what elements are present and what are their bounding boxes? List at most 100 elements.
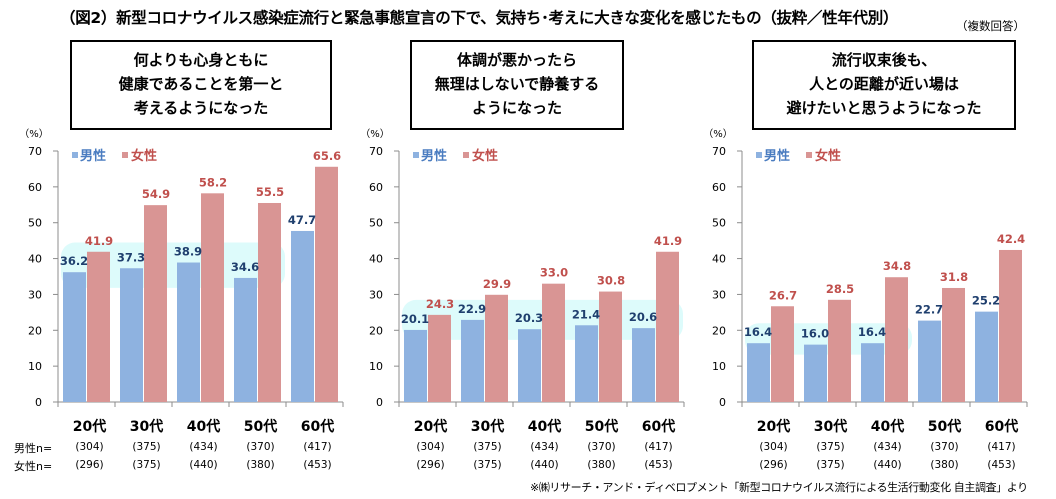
bar-male bbox=[918, 320, 941, 402]
bar-male bbox=[404, 329, 427, 402]
n-male-value: (304) bbox=[416, 441, 444, 453]
data-label-male: 16.0 bbox=[801, 327, 829, 341]
y-tick-label: 70 bbox=[369, 145, 383, 158]
n-male-value: (434) bbox=[530, 441, 558, 453]
data-label-male: 36.2 bbox=[60, 254, 88, 268]
legend-female-swatch bbox=[122, 152, 128, 158]
n-male-value: (375) bbox=[132, 441, 160, 453]
figure-title: （図2）新型コロナウイルス感染症流行と緊急事態宣言の下で、気持ち･考えに大きな変… bbox=[60, 9, 899, 27]
data-label-male: 34.6 bbox=[231, 260, 259, 274]
bar-male bbox=[975, 311, 998, 402]
y-axis-unit: （%） bbox=[19, 128, 49, 140]
n-male-value: (375) bbox=[816, 441, 844, 453]
legend-female-label: 女性 bbox=[815, 148, 841, 164]
data-label-female: 30.8 bbox=[597, 274, 625, 288]
n-female-value: (453) bbox=[644, 459, 672, 471]
data-label-female: 26.7 bbox=[769, 288, 797, 302]
question-line: 人との距離が近い場は bbox=[809, 75, 959, 93]
bar-female bbox=[87, 251, 110, 402]
bar-male bbox=[120, 268, 143, 402]
bar-male bbox=[804, 344, 827, 402]
female-n-label: 女性n= bbox=[14, 460, 53, 473]
y-tick-label: 30 bbox=[712, 288, 726, 301]
data-label-male: 16.4 bbox=[744, 325, 772, 339]
data-label-female: 34.8 bbox=[883, 259, 911, 273]
data-label-female: 33.0 bbox=[540, 266, 568, 280]
x-category-label: 50代 bbox=[244, 418, 277, 435]
y-tick-label: 20 bbox=[712, 324, 726, 337]
n-female-value: (453) bbox=[987, 459, 1015, 471]
legend-female-label: 女性 bbox=[472, 148, 498, 164]
bar-male bbox=[518, 329, 541, 402]
bar-female bbox=[771, 306, 794, 402]
y-tick-label: 50 bbox=[712, 217, 726, 230]
n-male-value: (304) bbox=[759, 441, 787, 453]
x-category-label: 40代 bbox=[187, 418, 220, 435]
question-line: 避けたいと思うようになった bbox=[786, 99, 982, 117]
n-male-value: (375) bbox=[473, 441, 501, 453]
source-note: ※㈱リサーチ・アンド・ディベロプメント「新型コロナウイルス流行による生活行動変化… bbox=[530, 481, 1028, 494]
n-male-value: (434) bbox=[873, 441, 901, 453]
n-male-value: (304) bbox=[75, 441, 103, 453]
x-category-label: 40代 bbox=[528, 418, 561, 435]
y-tick-label: 60 bbox=[369, 181, 383, 194]
data-label-male: 22.7 bbox=[915, 303, 943, 317]
male-n-label: 男性n= bbox=[14, 442, 53, 455]
data-label-male: 37.3 bbox=[117, 250, 145, 264]
x-category-label: 20代 bbox=[414, 418, 447, 435]
question-line: 健康であることを第一と bbox=[118, 75, 284, 93]
data-label-male: 20.3 bbox=[515, 311, 543, 325]
legend-female-swatch bbox=[806, 152, 812, 158]
highlight-band bbox=[61, 242, 285, 288]
bar-female bbox=[999, 249, 1022, 402]
bar-female bbox=[201, 193, 224, 402]
question-line: ようになった bbox=[471, 99, 562, 117]
x-category-label: 50代 bbox=[928, 418, 961, 435]
y-axis-unit: （%） bbox=[360, 128, 390, 140]
y-tick-label: 50 bbox=[28, 217, 42, 230]
n-female-value: (453) bbox=[303, 459, 331, 471]
n-male-value: (434) bbox=[189, 441, 217, 453]
data-label-male: 38.9 bbox=[174, 245, 202, 259]
y-tick-label: 70 bbox=[28, 145, 42, 158]
y-tick-label: 10 bbox=[712, 360, 726, 373]
bar-female bbox=[485, 294, 508, 402]
n-female-value: (296) bbox=[759, 459, 787, 471]
bar-female bbox=[542, 283, 565, 402]
data-label-female: 31.8 bbox=[940, 270, 968, 284]
y-tick-label: 20 bbox=[28, 324, 42, 337]
y-tick-label: 30 bbox=[28, 288, 42, 301]
legend-female-label: 女性 bbox=[131, 148, 157, 164]
bar-female bbox=[656, 251, 679, 402]
data-label-male: 20.1 bbox=[401, 312, 429, 326]
x-category-label: 60代 bbox=[301, 418, 334, 435]
y-tick-label: 60 bbox=[28, 181, 42, 194]
n-female-value: (440) bbox=[873, 459, 901, 471]
x-category-label: 30代 bbox=[130, 418, 163, 435]
question-line: 無理はしないで静養する bbox=[434, 75, 600, 93]
data-label-male: 16.4 bbox=[858, 325, 886, 339]
legend-male-label: 男性 bbox=[421, 148, 447, 164]
y-tick-label: 70 bbox=[712, 145, 726, 158]
data-label-female: 42.4 bbox=[997, 232, 1025, 246]
y-tick-label: 0 bbox=[719, 396, 726, 409]
chart-3-question-box: 流行収束後も、 人との距離が近い場は 避けたいと思うようになった bbox=[752, 40, 1016, 130]
y-tick-label: 60 bbox=[712, 181, 726, 194]
n-female-value: (440) bbox=[189, 459, 217, 471]
data-label-male: 21.4 bbox=[572, 307, 600, 321]
chart-2-question-box: 体調が悪かったら 無理はしないで静養する ようになった bbox=[410, 40, 624, 130]
n-female-value: (375) bbox=[473, 459, 501, 471]
y-tick-label: 0 bbox=[376, 396, 383, 409]
data-label-male: 25.2 bbox=[972, 294, 1000, 308]
n-female-value: (380) bbox=[587, 459, 615, 471]
n-female-value: (296) bbox=[416, 459, 444, 471]
legend-female-swatch bbox=[463, 152, 469, 158]
bar-female bbox=[885, 277, 908, 402]
n-female-value: (380) bbox=[930, 459, 958, 471]
data-label-male: 47.7 bbox=[288, 213, 316, 227]
data-label-female: 41.9 bbox=[85, 234, 113, 248]
y-tick-label: 0 bbox=[35, 396, 42, 409]
x-category-label: 20代 bbox=[73, 418, 106, 435]
y-tick-label: 40 bbox=[28, 253, 42, 266]
